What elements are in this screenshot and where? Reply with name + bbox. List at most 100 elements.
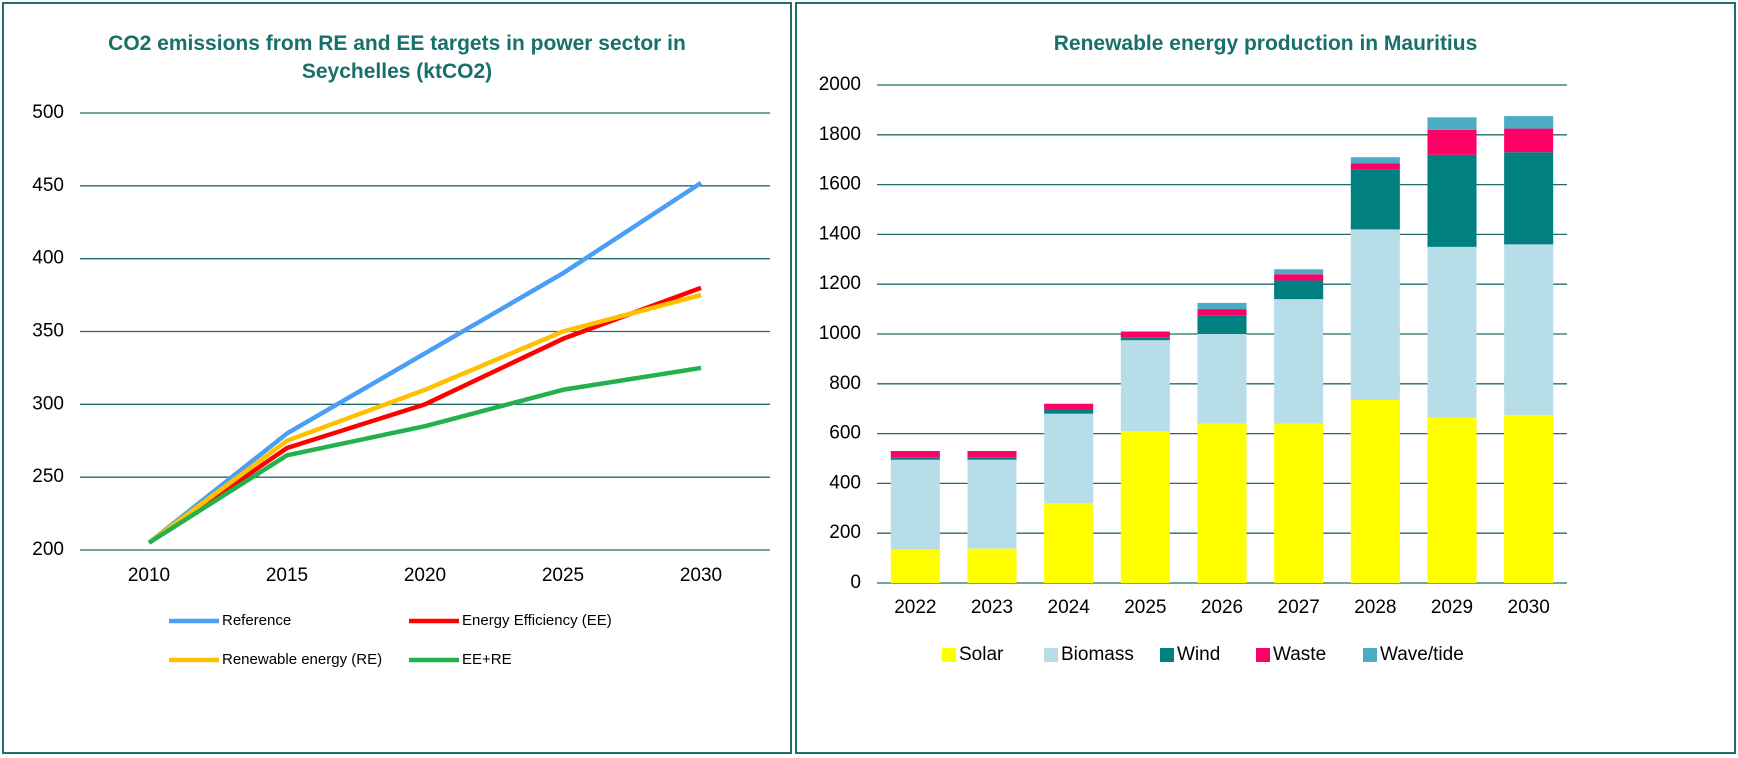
right-panel: Renewable energy production in Mauritius… xyxy=(795,2,1736,754)
bar-segment xyxy=(1427,417,1477,583)
bar-segment xyxy=(1120,340,1170,432)
x-tick-label: 2030 xyxy=(680,565,722,586)
x-tick-label: 2022 xyxy=(894,597,936,618)
bar-segment xyxy=(967,451,1017,458)
left-panel: CO2 emissions from RE and EE targets in … xyxy=(2,2,792,754)
legend-label: Solar xyxy=(959,644,1004,665)
x-tick-label: 2020 xyxy=(404,565,446,586)
x-tick-label: 2026 xyxy=(1201,597,1243,618)
legend-label: Wave/tide xyxy=(1380,644,1464,665)
y-tick-label: 500 xyxy=(32,102,64,123)
legend-swatch xyxy=(1256,648,1270,662)
series-line xyxy=(147,181,703,545)
bar-segment xyxy=(1044,403,1094,410)
bar-segment xyxy=(967,457,1017,460)
legend: Solar Biomass Wind Waste Wave/tide xyxy=(942,644,1464,665)
chart-title: CO2 emissions from RE and EE targets in … xyxy=(108,32,686,83)
bar-segment xyxy=(1197,334,1247,424)
y-tick-label: 350 xyxy=(32,321,64,342)
bar-segment xyxy=(1350,163,1400,170)
y-tick-label: 1400 xyxy=(819,223,861,244)
bar-segment xyxy=(1197,315,1247,334)
y-tick-label: 300 xyxy=(32,393,64,414)
legend-label: Energy Efficiency (EE) xyxy=(462,612,612,629)
y-tick-label: 1200 xyxy=(819,273,861,294)
legend-label: Biomass xyxy=(1061,644,1134,665)
x-tick-label: 2015 xyxy=(266,565,308,586)
bar-segment xyxy=(1350,157,1400,164)
legend-swatch xyxy=(1363,648,1377,662)
bar-segment xyxy=(1120,337,1170,341)
x-tick-label: 2010 xyxy=(128,565,170,586)
y-tick-label: 0 xyxy=(850,572,861,593)
bar-segment xyxy=(1274,269,1324,275)
series-line xyxy=(147,365,702,545)
y-tick-label: 1600 xyxy=(819,174,861,195)
legend-swatch xyxy=(1160,648,1174,662)
bar-segment xyxy=(1274,423,1324,583)
x-tick-label: 2029 xyxy=(1431,597,1473,618)
bar-segment xyxy=(1504,244,1554,415)
bar-segment xyxy=(1197,302,1247,310)
bar-segment xyxy=(1350,229,1400,400)
bar-segment xyxy=(1274,274,1324,281)
bar-segment xyxy=(1504,152,1554,245)
y-tick-label: 600 xyxy=(829,423,861,444)
bar-segment xyxy=(1350,169,1400,230)
bar-segment xyxy=(1350,399,1400,583)
bar-segment xyxy=(1504,128,1554,153)
x-tick-label: 2024 xyxy=(1048,597,1091,618)
chart-title: Renewable energy production in Mauritius xyxy=(1053,32,1478,55)
bar-segment xyxy=(1044,409,1094,414)
bar-segment xyxy=(1044,503,1094,583)
y-tick-label: 800 xyxy=(829,373,861,394)
legend-swatch xyxy=(1044,648,1058,662)
bar-segment xyxy=(1274,299,1324,424)
legend-label: EE+RE xyxy=(462,651,512,668)
legend-label: Renewable energy (RE) xyxy=(222,651,382,668)
series-line xyxy=(147,292,702,545)
y-tick-label: 200 xyxy=(829,522,861,543)
bar-segment xyxy=(1274,280,1324,300)
bar-segment xyxy=(1427,154,1477,247)
y-tick-label: 1800 xyxy=(819,124,861,145)
x-tick-label: 2025 xyxy=(542,565,584,586)
y-tick-label: 1000 xyxy=(819,323,861,344)
legend-label: Wind xyxy=(1177,644,1220,665)
y-tick-label: 400 xyxy=(829,472,861,493)
bar-segment xyxy=(1197,309,1247,316)
bar-segment xyxy=(1504,116,1554,129)
x-tick-label: 2023 xyxy=(971,597,1013,618)
bar-segment xyxy=(1120,331,1170,338)
bar-segment xyxy=(1427,129,1477,155)
series-line xyxy=(147,285,702,545)
x-tick-label: 2025 xyxy=(1124,597,1166,618)
x-tick-label: 2030 xyxy=(1508,597,1550,618)
bar-segment xyxy=(890,451,940,458)
bar-segment xyxy=(967,548,1017,583)
bar-segment xyxy=(1044,413,1094,504)
bar-segment xyxy=(1427,117,1477,130)
legend: Reference Energy Efficiency (EE) Renewable… xyxy=(169,612,612,668)
bar-segment xyxy=(1120,431,1170,583)
bar-chart: 0 200 400 600 800 1000 1200 1400 1600 1800 2000 202… xyxy=(819,74,1567,665)
bar-segment xyxy=(890,549,940,583)
y-tick-label: 250 xyxy=(32,466,64,487)
legend-swatch xyxy=(942,648,956,662)
legend-label: Waste xyxy=(1273,644,1326,665)
bar-segment xyxy=(890,457,940,460)
bar-segment xyxy=(1504,414,1554,583)
y-tick-label: 450 xyxy=(32,175,64,196)
bar-segment xyxy=(1197,423,1247,583)
bar-segment xyxy=(1427,246,1477,418)
bar-segment xyxy=(967,459,1017,549)
bar-segment xyxy=(890,459,940,550)
y-tick-label: 400 xyxy=(32,248,64,269)
y-tick-label: 2000 xyxy=(819,74,861,95)
y-tick-label: 200 xyxy=(32,539,64,560)
x-tick-label: 2027 xyxy=(1278,597,1320,618)
legend-label: Reference xyxy=(222,612,291,629)
x-tick-label: 2028 xyxy=(1354,597,1396,618)
line-chart: 200 250 300 350 400 450 500 2010 2015 2020 2025 203… xyxy=(32,102,770,668)
